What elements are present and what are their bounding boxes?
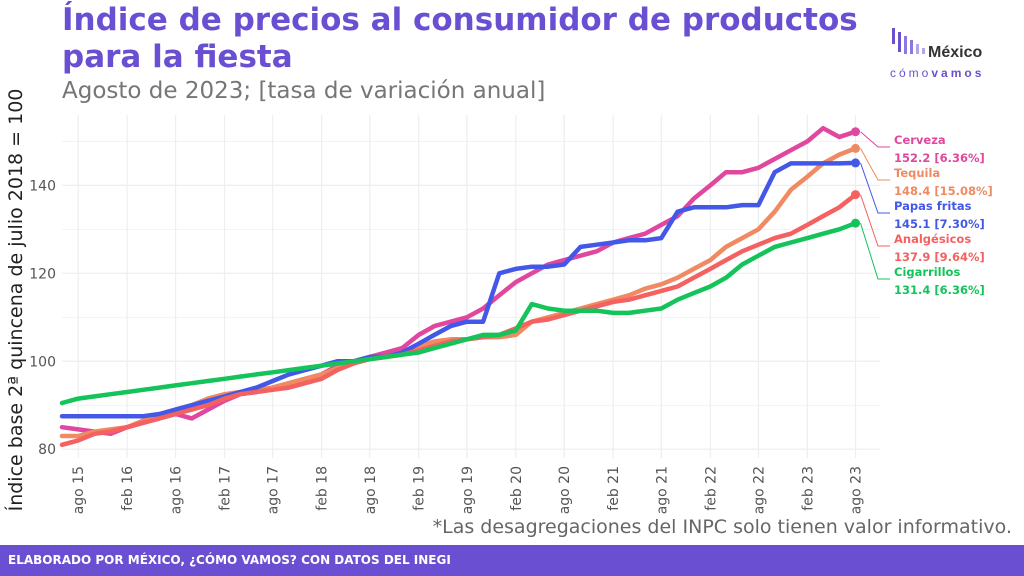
y-tick-label: 80 xyxy=(38,442,56,458)
x-tick-label: feb 23 xyxy=(800,466,816,511)
series-end-point-2 xyxy=(851,158,861,168)
footer-bar: ELABORADO POR MÉXICO, ¿CÓMO VAMOS? CON D… xyxy=(0,545,1024,576)
x-tick-label: feb 22 xyxy=(703,466,719,511)
x-tick-label: ago 18 xyxy=(363,466,379,514)
series-value-label: 137.9 [9.64%] xyxy=(894,250,985,264)
chart-subtitle: Agosto de 2023; [tasa de variación anual… xyxy=(62,78,546,104)
series-value-label: 131.4 [6.36%] xyxy=(894,283,985,297)
x-tick-label: ago 16 xyxy=(169,466,185,514)
x-tick-label: ago 21 xyxy=(654,466,670,514)
series-name-label: Cerveza xyxy=(894,133,946,147)
series-end-point-3 xyxy=(851,190,861,200)
series-name-label: Analgésicos xyxy=(894,232,971,246)
label-leader-2 xyxy=(860,162,890,214)
x-tick-label: feb 21 xyxy=(606,466,622,511)
x-tick-label: ago 17 xyxy=(266,466,282,514)
x-tick-label: ago 15 xyxy=(71,466,87,514)
series-end-point-4 xyxy=(851,218,861,228)
series-value-label: 152.2 [6.36%] xyxy=(894,151,985,165)
logo-text-comovamos: cómovamos xyxy=(890,66,985,80)
chart-title: Índice de precios al consumidor de produ… xyxy=(62,2,858,75)
series-line-2 xyxy=(59,160,858,419)
x-tick-label: ago 22 xyxy=(751,466,767,514)
x-tick-label: ago 23 xyxy=(849,466,865,514)
footnote: *Las desagregaciones del INPC solo tiene… xyxy=(432,516,1012,538)
label-leader-3 xyxy=(860,194,890,247)
y-tick-label: 120 xyxy=(29,266,56,282)
line-chart: 80 100 120 140 ago 15 feb 16 ago 16 feb 17 ago 1… xyxy=(29,115,993,514)
x-tick-label: feb 16 xyxy=(120,466,136,511)
series-line-4 xyxy=(59,220,858,406)
logo-bars-icon xyxy=(892,28,925,54)
series-end-point-0 xyxy=(851,127,861,137)
y-tick-label: 100 xyxy=(29,354,56,370)
x-tick-label: ago 19 xyxy=(460,466,476,514)
x-tick-label: feb 18 xyxy=(315,466,331,511)
logo-text-mexico: México xyxy=(928,44,983,61)
x-tick-label: ago 20 xyxy=(557,466,573,514)
series-value-label: 148.4 [15.08%] xyxy=(894,184,993,198)
x-tick-label: feb 17 xyxy=(218,466,234,511)
x-tick-label: feb 20 xyxy=(509,466,525,511)
series-value-label: 145.1 [7.30%] xyxy=(894,217,985,231)
x-tick-label: feb 19 xyxy=(412,466,428,511)
series-name-label: Tequila xyxy=(894,166,940,180)
mexico-como-vamos-logo: México cómovamos xyxy=(888,22,1008,82)
label-leader-0 xyxy=(860,131,890,148)
series-line-1 xyxy=(59,146,858,439)
series-end-point-1 xyxy=(851,143,861,153)
series-line-0 xyxy=(59,125,858,437)
series-name-label: Cigarrillos xyxy=(894,265,960,279)
series-name-label: Papas fritas xyxy=(894,199,972,213)
label-leader-1 xyxy=(860,148,890,181)
label-leader-4 xyxy=(860,223,890,280)
y-tick-label: 140 xyxy=(29,178,56,194)
